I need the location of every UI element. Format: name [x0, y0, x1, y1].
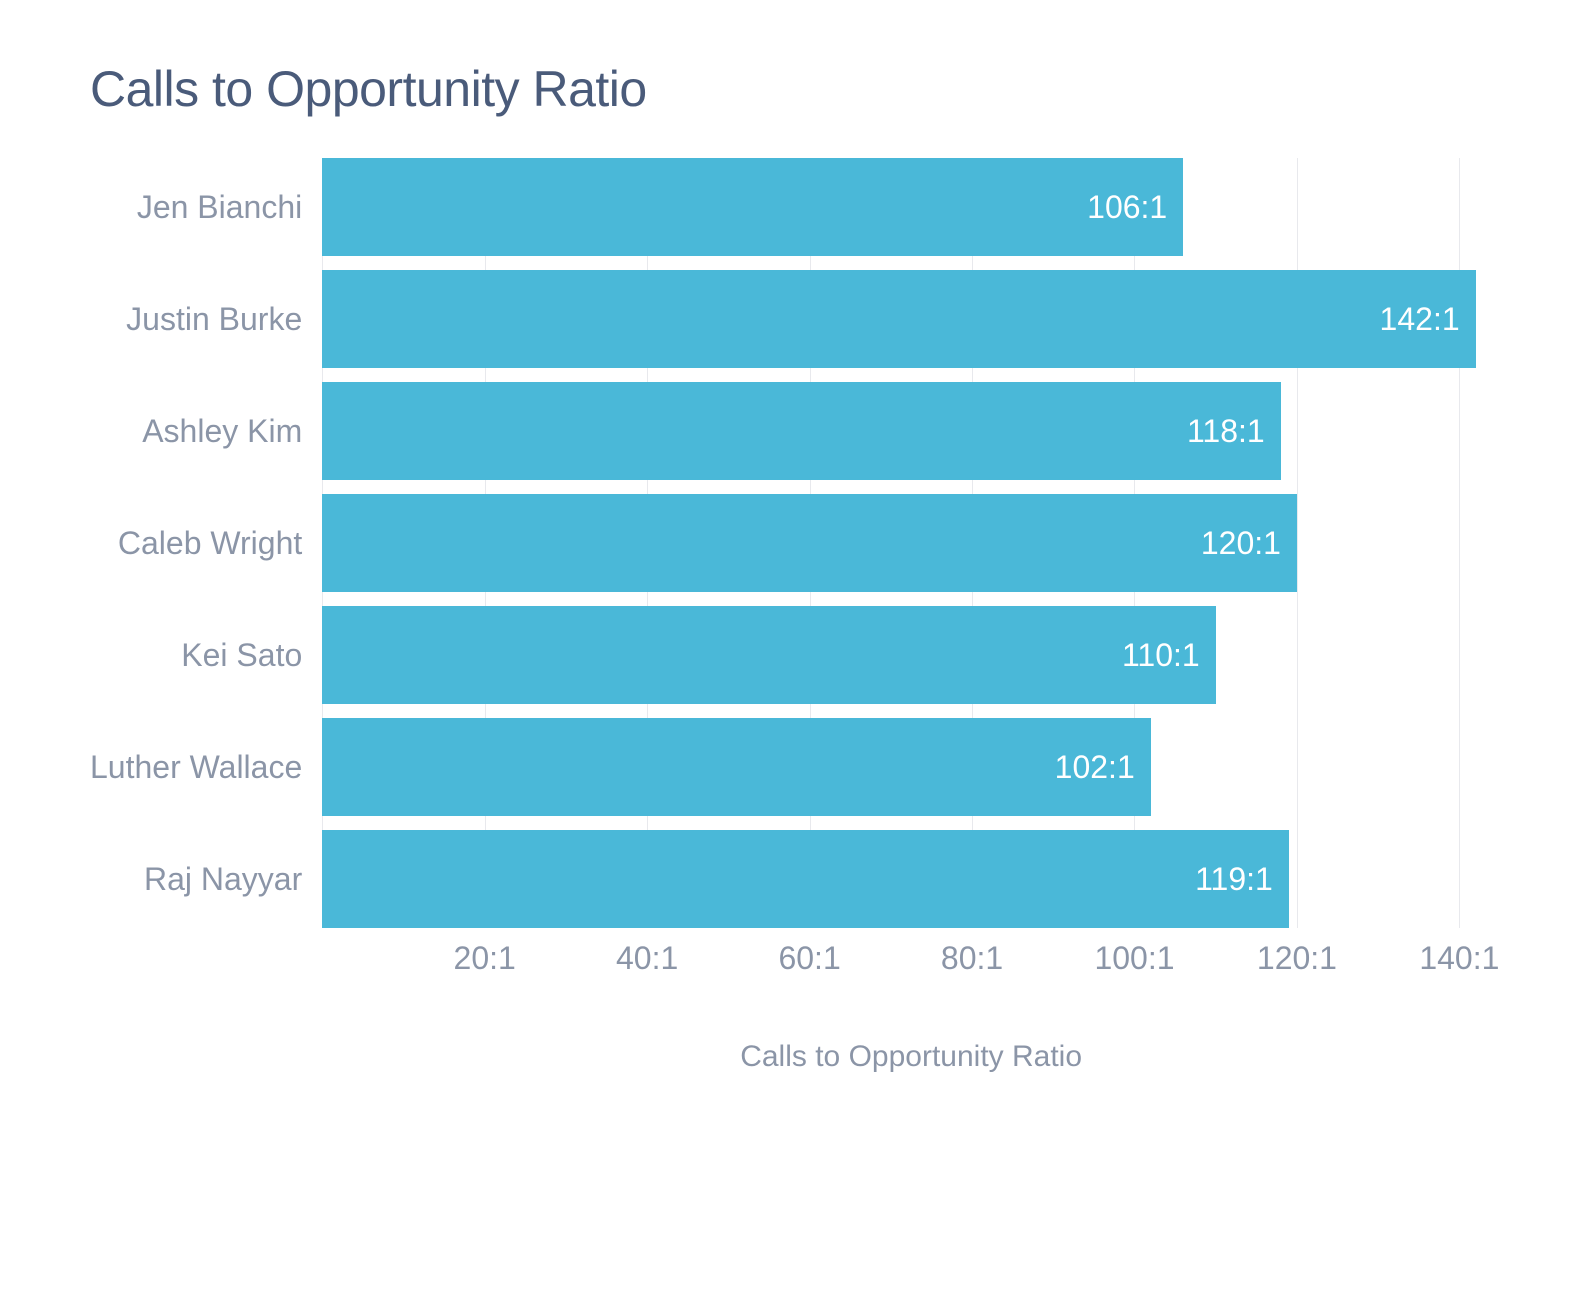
y-axis-label: Luther Wallace: [90, 718, 302, 816]
y-axis-label: Jen Bianchi: [90, 158, 302, 256]
y-axis-labels: Jen Bianchi Justin Burke Ashley Kim Caleb W…: [90, 158, 322, 1074]
bar: 119:1: [322, 830, 1289, 928]
chart-container: Calls to Opportunity Ratio Jen Bianchi Ju…: [90, 60, 1500, 1074]
bar-row: 142:1: [322, 270, 1500, 368]
bar: 142:1: [322, 270, 1475, 368]
bar: 106:1: [322, 158, 1183, 256]
y-axis-label: Justin Burke: [90, 270, 302, 368]
bar: 110:1: [322, 606, 1215, 704]
bar: 118:1: [322, 382, 1280, 480]
bar-value-label: 102:1: [1055, 749, 1135, 786]
bar-row: 120:1: [322, 494, 1500, 592]
plot-area: 106:1 142:1 118:1 120:1 110:1 102:1 119:1: [322, 158, 1500, 928]
x-axis-tick: 120:1: [1257, 940, 1337, 977]
bar-value-label: 120:1: [1201, 525, 1281, 562]
x-axis-tick: 20:1: [454, 940, 516, 977]
x-axis-title: Calls to Opportunity Ratio: [322, 1040, 1500, 1074]
bar-row: 102:1: [322, 718, 1500, 816]
x-axis-tick: 140:1: [1419, 940, 1499, 977]
x-axis: 20:1 40:1 60:1 80:1 100:1 120:1 140:1: [322, 940, 1500, 980]
bar-row: 119:1: [322, 830, 1500, 928]
x-axis-tick: 80:1: [941, 940, 1003, 977]
bar-value-label: 110:1: [1122, 637, 1200, 674]
y-axis-label: Kei Sato: [90, 606, 302, 704]
y-axis-label: Ashley Kim: [90, 382, 302, 480]
bar-value-label: 142:1: [1380, 301, 1460, 338]
bar: 102:1: [322, 718, 1150, 816]
x-axis-tick: 60:1: [778, 940, 840, 977]
bar-value-label: 119:1: [1195, 861, 1273, 898]
bar-value-label: 118:1: [1187, 413, 1265, 450]
bar: 120:1: [322, 494, 1297, 592]
y-axis-label: Caleb Wright: [90, 494, 302, 592]
plot-wrapper: 106:1 142:1 118:1 120:1 110:1 102:1 119:1 20:1…: [322, 158, 1500, 1074]
bar-row: 110:1: [322, 606, 1500, 704]
x-axis-tick: 40:1: [616, 940, 678, 977]
bar-row: 106:1: [322, 158, 1500, 256]
chart-body: Jen Bianchi Justin Burke Ashley Kim Caleb W…: [90, 158, 1500, 1074]
x-axis-tick: 100:1: [1094, 940, 1174, 977]
bar-value-label: 106:1: [1087, 189, 1167, 226]
bar-row: 118:1: [322, 382, 1500, 480]
chart-title: Calls to Opportunity Ratio: [90, 60, 1500, 118]
y-axis-label: Raj Nayyar: [90, 830, 302, 928]
bars-container: 106:1 142:1 118:1 120:1 110:1 102:1 119:1: [322, 158, 1500, 928]
